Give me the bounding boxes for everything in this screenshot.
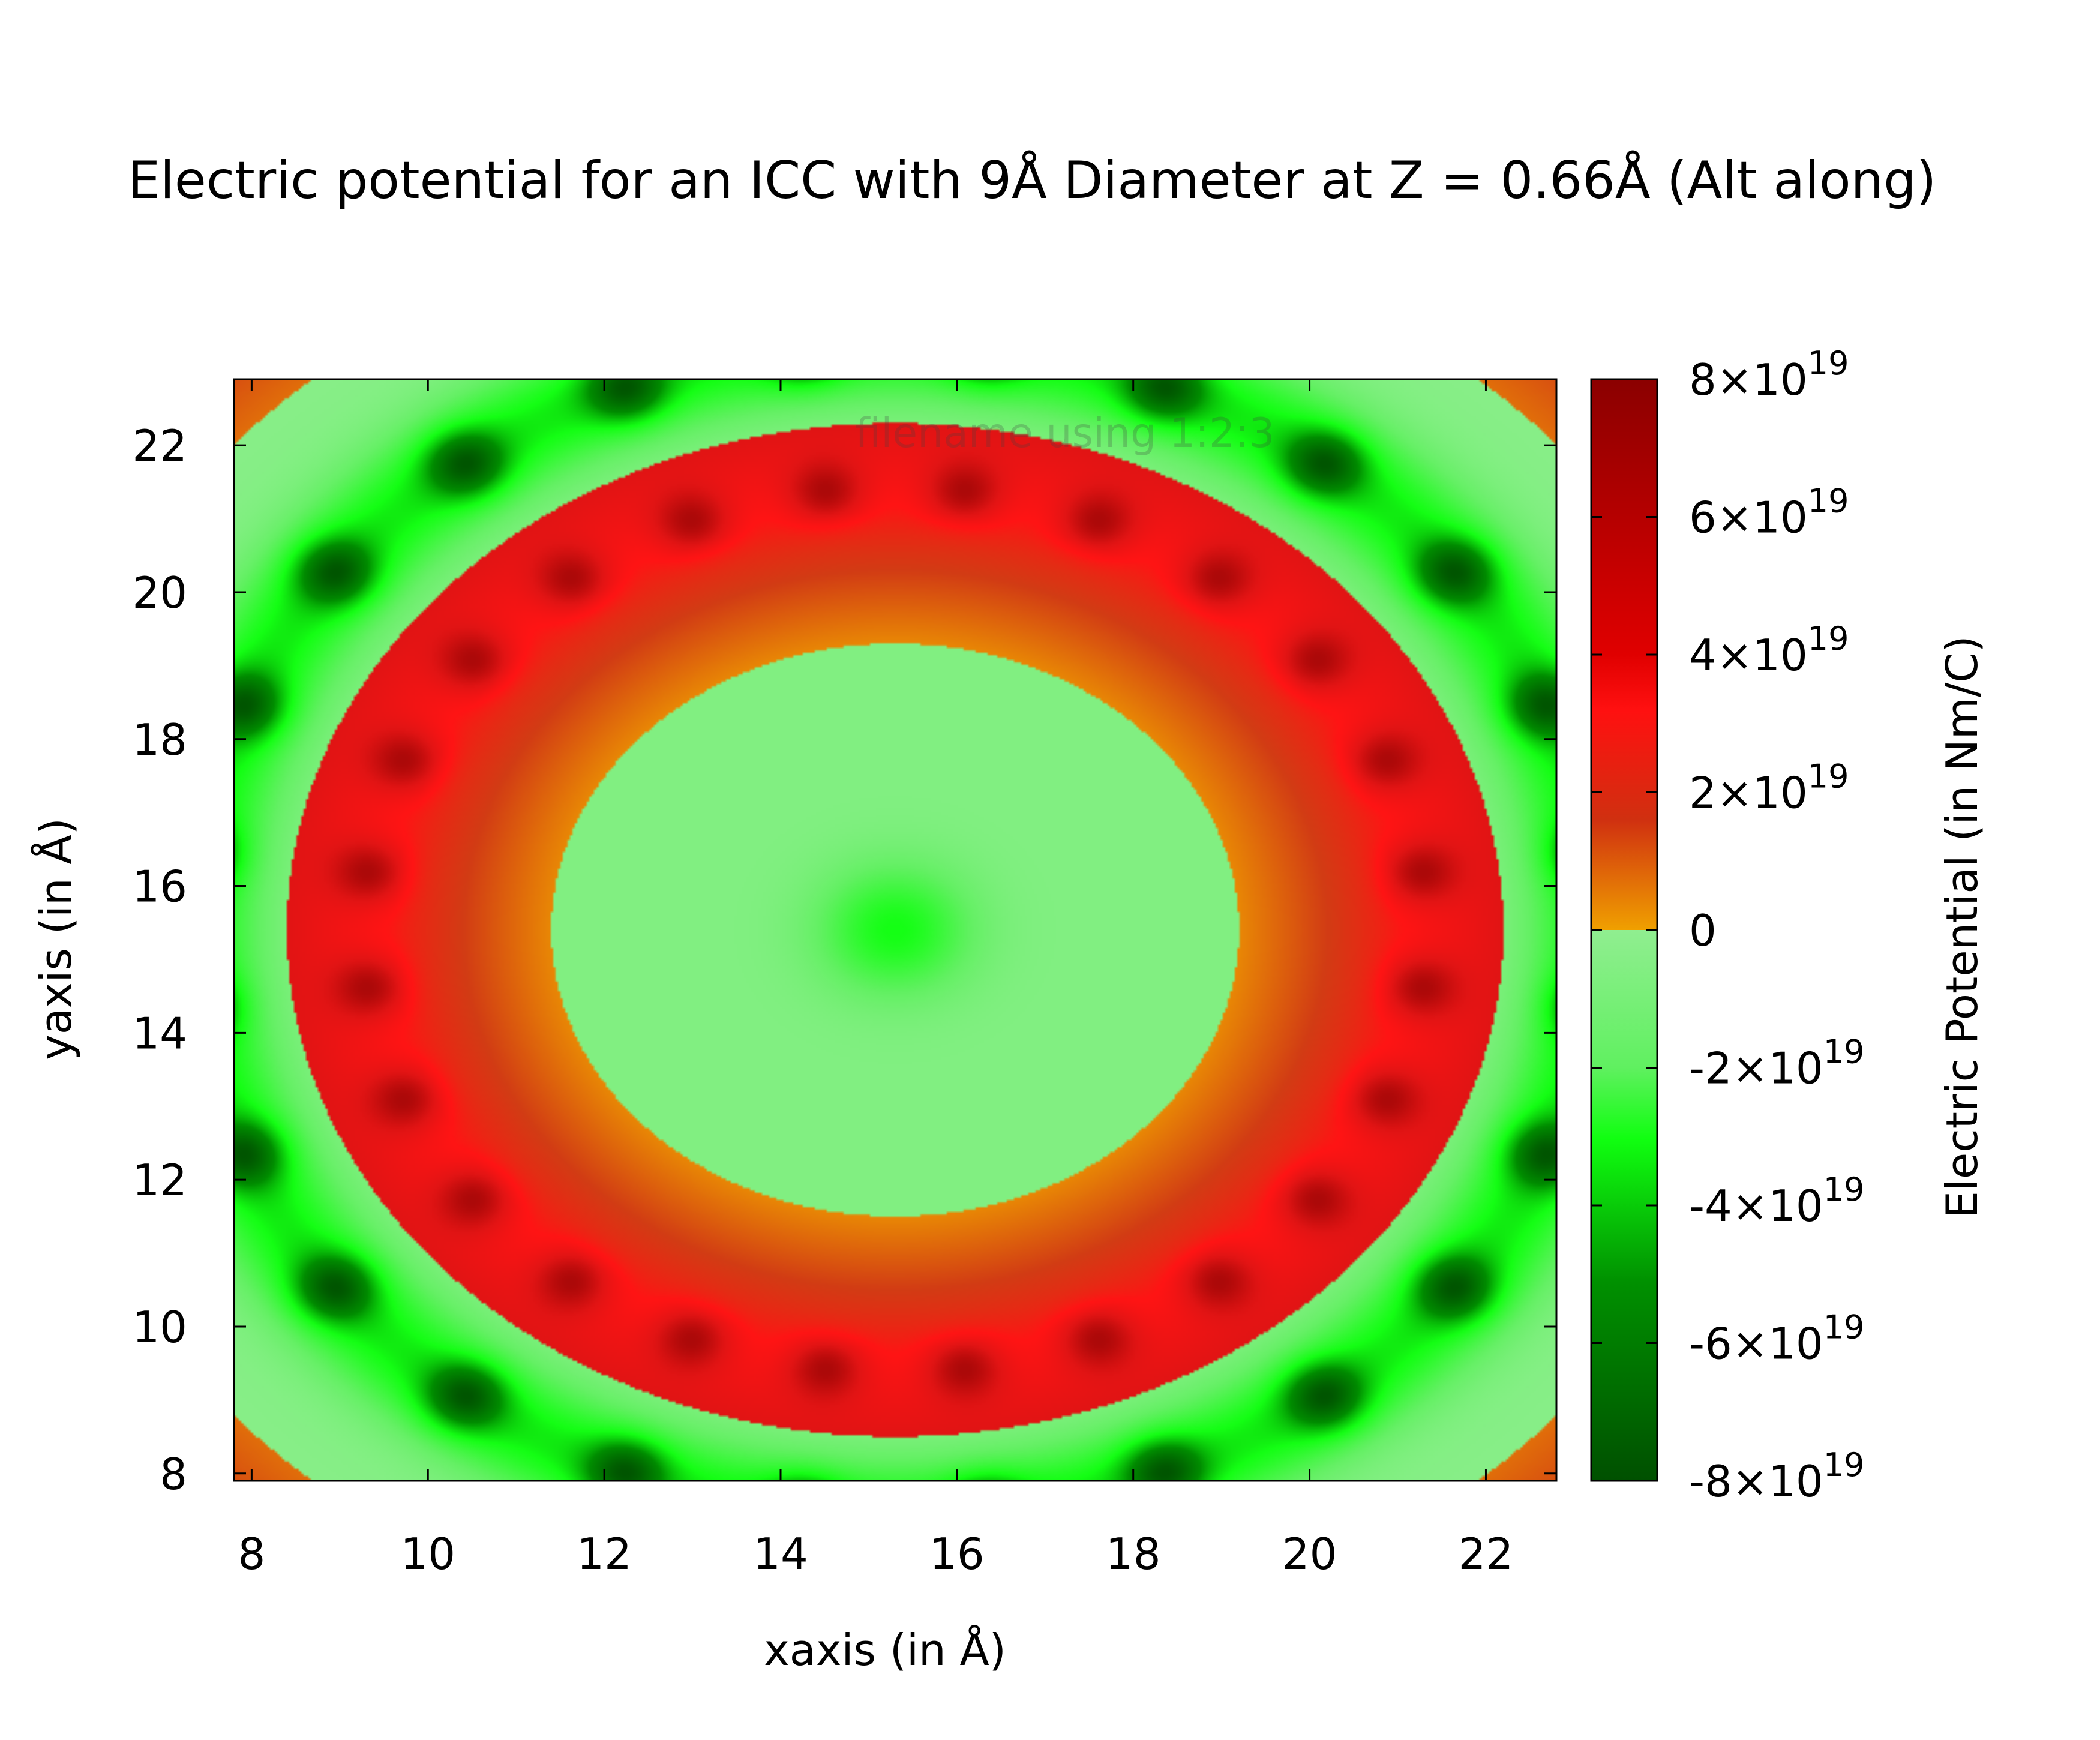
colorbar-tick-exponent: 19 (1808, 758, 1849, 796)
colorbar-tick-label: 4×1019 (1689, 620, 1849, 680)
plot-border (233, 378, 1558, 1482)
colorbar-tick-label: 8×1019 (1689, 344, 1849, 405)
colorbar-tick-label: 0 (1689, 905, 1717, 956)
y-tick-label: 12 (132, 1155, 187, 1205)
x-tick-label: 18 (1106, 1529, 1161, 1579)
colorbar-tick-label: -6×1019 (1689, 1309, 1864, 1369)
x-tick-label: 22 (1459, 1529, 1514, 1579)
y-tick-label: 16 (132, 862, 187, 912)
colorbar (1590, 378, 1658, 1482)
colorbar-tick-label: -4×1019 (1689, 1171, 1864, 1231)
colorbar-tick-label: -2×1019 (1689, 1033, 1864, 1094)
colorbar-tick-exponent: 19 (1823, 1033, 1865, 1071)
x-tick-label: 10 (400, 1529, 455, 1579)
y-tick-label: 10 (132, 1302, 187, 1352)
y-tick-label: 14 (132, 1008, 187, 1058)
colorbar-tick-mantissa: 2×10 (1689, 768, 1808, 818)
colorbar-tick-label: 6×1019 (1689, 482, 1849, 543)
colorbar-tick-exponent: 19 (1808, 482, 1849, 520)
y-tick-label: 22 (132, 421, 187, 471)
colorbar-tick-mantissa: 4×10 (1689, 630, 1808, 680)
colorbar-tick-exponent: 19 (1823, 1446, 1865, 1484)
x-tick-label: 16 (929, 1529, 985, 1579)
colorbar-tick-mantissa: -8×10 (1689, 1456, 1823, 1507)
colorbar-tick-mantissa: 6×10 (1689, 493, 1808, 543)
colorbar-tick-exponent: 19 (1808, 344, 1849, 382)
colorbar-tick-mantissa: -2×10 (1689, 1043, 1823, 1094)
y-tick-label: 20 (132, 568, 187, 618)
colorbar-tick-mantissa: 0 (1689, 905, 1717, 956)
chart-title: Electric potential for an ICC with 9Å Di… (128, 150, 1937, 211)
colorbar-tick-exponent: 19 (1823, 1171, 1865, 1208)
colorbar-label: Electric Potential (in Nm/C) (1937, 635, 1987, 1218)
heatmap-image (234, 379, 1556, 1481)
x-tick-label: 8 (238, 1529, 265, 1579)
x-tick-label: 20 (1282, 1529, 1337, 1579)
colorbar-tick-exponent: 19 (1823, 1309, 1865, 1346)
y-tick-label: 18 (132, 715, 187, 765)
x-tick-label: 12 (577, 1529, 632, 1579)
x-axis-label: xaxis (in Å) (764, 1625, 1006, 1675)
colorbar-tick-mantissa: -4×10 (1689, 1181, 1823, 1231)
y-axis-label: yaxis (in Å) (31, 818, 81, 1060)
x-axis: 8 10 12 14 16 18 20 22 (238, 379, 1513, 1579)
colorbar-tick-label: 2×1019 (1689, 758, 1849, 818)
legend-label: filename using 1:2:3 (856, 410, 1275, 457)
y-axis: 8 10 12 14 16 18 20 22 (132, 421, 1556, 1499)
colorbar-tick-label: -8×1019 (1689, 1446, 1864, 1507)
colorbar-tick-mantissa: 8×10 (1689, 355, 1808, 405)
colorbar-tick-mantissa: -6×10 (1689, 1319, 1823, 1369)
y-tick-label: 8 (160, 1449, 187, 1499)
colorbar-tick-exponent: 19 (1808, 620, 1849, 658)
x-tick-label: 14 (753, 1529, 808, 1579)
colorbar-ticks: 8×10196×10194×10192×10190-2×1019-4×1019-… (1591, 344, 1864, 1507)
